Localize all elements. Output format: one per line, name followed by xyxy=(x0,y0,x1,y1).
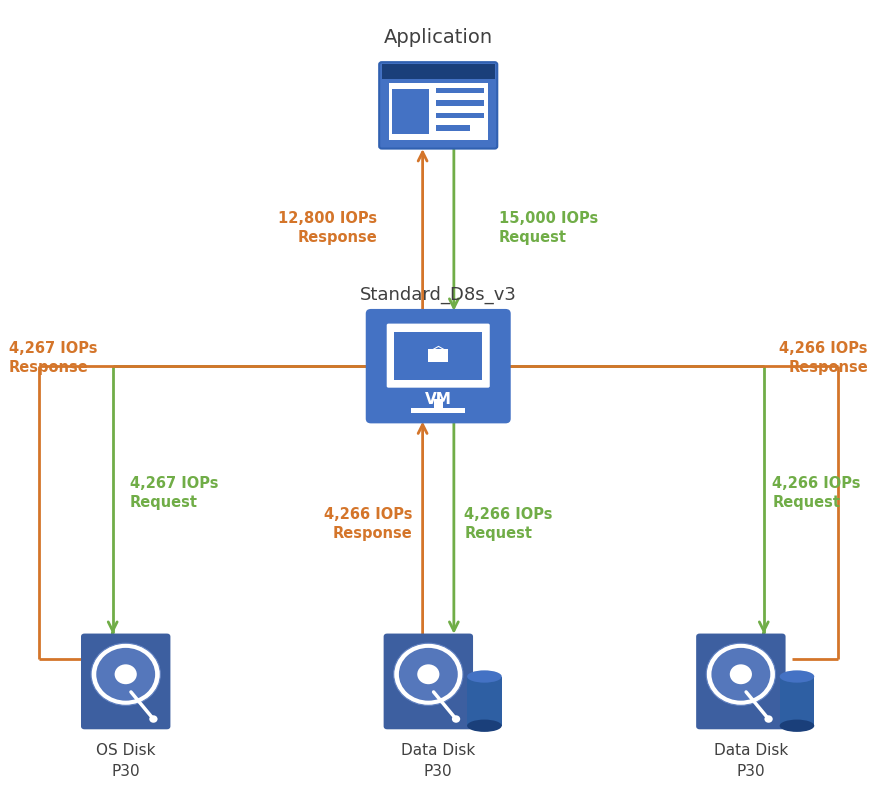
Bar xyxy=(394,332,482,379)
Circle shape xyxy=(97,648,155,701)
Circle shape xyxy=(765,715,773,723)
Circle shape xyxy=(149,715,158,723)
Bar xyxy=(436,100,484,106)
FancyBboxPatch shape xyxy=(696,634,786,729)
Bar xyxy=(411,408,465,413)
Circle shape xyxy=(452,715,460,723)
Text: Application: Application xyxy=(384,29,493,48)
Ellipse shape xyxy=(780,720,814,732)
Ellipse shape xyxy=(780,670,814,683)
Text: 4,266 IOPs
Request: 4,266 IOPs Request xyxy=(773,475,861,510)
Bar xyxy=(389,83,488,140)
FancyBboxPatch shape xyxy=(379,62,497,149)
Text: 4,267 IOPs
Response: 4,267 IOPs Response xyxy=(9,341,97,375)
Circle shape xyxy=(91,643,160,706)
Bar xyxy=(392,89,430,135)
Circle shape xyxy=(417,664,439,684)
Circle shape xyxy=(711,648,770,701)
Circle shape xyxy=(730,664,752,684)
FancyBboxPatch shape xyxy=(384,634,473,729)
Ellipse shape xyxy=(467,720,501,732)
Bar xyxy=(433,398,443,413)
FancyBboxPatch shape xyxy=(366,309,510,424)
Text: Standard_D8s_v3: Standard_D8s_v3 xyxy=(360,286,517,304)
Circle shape xyxy=(114,664,136,684)
Bar xyxy=(436,125,470,131)
Text: 12,800 IOPs
Response: 12,800 IOPs Response xyxy=(278,211,377,245)
Circle shape xyxy=(393,643,463,706)
Text: Data Disk
P30: Data Disk P30 xyxy=(713,744,788,779)
Bar xyxy=(436,112,484,119)
Bar xyxy=(436,88,484,93)
Bar xyxy=(382,64,494,79)
Ellipse shape xyxy=(467,670,501,683)
Text: 4,266 IOPs
Response: 4,266 IOPs Response xyxy=(780,341,868,375)
Text: 4,266 IOPs
Response: 4,266 IOPs Response xyxy=(323,507,412,541)
FancyBboxPatch shape xyxy=(81,634,170,729)
Text: 4,266 IOPs
Request: 4,266 IOPs Request xyxy=(464,507,553,541)
Bar xyxy=(467,676,501,725)
Text: 15,000 IOPs
Request: 15,000 IOPs Request xyxy=(499,211,598,245)
Bar xyxy=(780,676,814,725)
Text: ⬡: ⬡ xyxy=(430,344,447,363)
Text: OS Disk
P30: OS Disk P30 xyxy=(96,744,155,779)
Text: Data Disk
P30: Data Disk P30 xyxy=(401,744,476,779)
Polygon shape xyxy=(429,349,448,362)
Text: VM: VM xyxy=(424,392,452,407)
Circle shape xyxy=(399,648,458,701)
Text: 4,267 IOPs
Request: 4,267 IOPs Request xyxy=(130,475,219,510)
Circle shape xyxy=(706,643,775,706)
FancyBboxPatch shape xyxy=(386,324,490,387)
